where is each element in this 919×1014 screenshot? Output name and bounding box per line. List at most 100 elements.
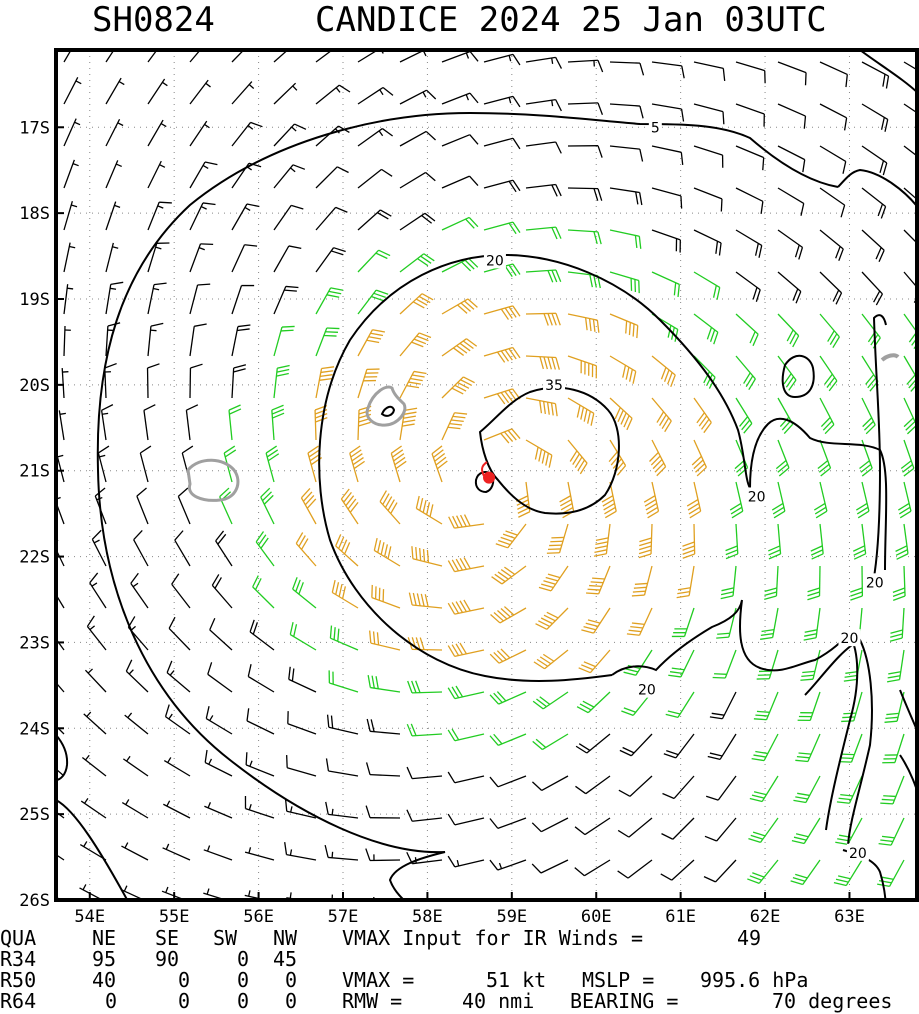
isotach-label: 20 bbox=[638, 683, 656, 699]
wind-barb bbox=[777, 145, 806, 173]
wind-barb bbox=[735, 145, 765, 171]
wind-barb bbox=[407, 637, 443, 651]
wind-barb bbox=[315, 50, 341, 63]
r34-row: R34 95 90 0 45 bbox=[0, 949, 919, 970]
wind-barb bbox=[525, 183, 562, 197]
wind-barb bbox=[671, 607, 695, 638]
wind-barb bbox=[315, 327, 340, 357]
wind-barb bbox=[189, 243, 214, 273]
wind-barb bbox=[357, 289, 389, 315]
wind-barb bbox=[189, 120, 210, 147]
wind-barb bbox=[273, 285, 299, 315]
wind-barb bbox=[325, 758, 359, 777]
wind-barb bbox=[525, 439, 553, 468]
wind-barb bbox=[211, 574, 233, 609]
wind-barb bbox=[223, 445, 237, 483]
vmax-value: 51 kt bbox=[486, 968, 547, 992]
wind-barb bbox=[63, 201, 78, 231]
wind-barb bbox=[357, 368, 380, 399]
wind-barb bbox=[441, 92, 479, 105]
wind-barb bbox=[662, 775, 695, 800]
y-tick-label: 17S bbox=[19, 118, 50, 138]
wind-barb bbox=[777, 397, 794, 434]
r50-nw: 0 bbox=[285, 968, 298, 992]
sw-header: SW bbox=[213, 926, 238, 950]
wind-barb bbox=[903, 229, 917, 260]
wind-barb bbox=[797, 691, 821, 722]
wind-barb bbox=[850, 565, 864, 601]
wind-barb bbox=[532, 733, 569, 751]
wind-barb bbox=[882, 733, 905, 764]
wind-barb bbox=[56, 768, 65, 777]
wind-barb bbox=[147, 119, 167, 147]
wind-barb bbox=[836, 775, 863, 804]
y-tick-label: 26S bbox=[19, 891, 50, 911]
wind-barb bbox=[369, 630, 401, 651]
wind-barb bbox=[447, 813, 485, 826]
wind-barb bbox=[124, 712, 149, 735]
se-header: SE bbox=[155, 926, 180, 950]
wind-barb bbox=[861, 271, 883, 306]
wind-barb bbox=[58, 410, 66, 441]
wind-barb bbox=[441, 134, 479, 147]
wind-barb bbox=[273, 204, 304, 231]
rmw-value: 40 nmi bbox=[462, 989, 535, 1013]
wind-barb bbox=[575, 733, 611, 754]
wind-barb bbox=[325, 801, 359, 819]
wind-barb bbox=[790, 902, 820, 926]
wind-barb bbox=[105, 50, 115, 63]
wind-barb bbox=[631, 565, 653, 597]
wind-barb bbox=[390, 445, 407, 483]
wind-barb bbox=[189, 363, 203, 399]
wind-barb bbox=[567, 313, 600, 333]
wind-barb bbox=[81, 754, 107, 777]
wind-barb bbox=[483, 305, 521, 320]
wind-barb bbox=[651, 103, 685, 122]
wind-barb bbox=[406, 723, 443, 737]
wind-barb bbox=[133, 529, 149, 567]
wind-barb bbox=[189, 161, 218, 189]
row-label: R50 bbox=[0, 968, 37, 992]
wind-barb bbox=[483, 346, 521, 363]
wind-barb bbox=[130, 572, 149, 609]
x-tick-label: 58E bbox=[412, 907, 443, 926]
wind-barb bbox=[326, 714, 359, 735]
wind-barb bbox=[100, 404, 114, 441]
storm-center-marker bbox=[483, 471, 496, 484]
wind-barb bbox=[531, 775, 569, 792]
wind-barb bbox=[231, 364, 247, 399]
wind-barb bbox=[315, 287, 344, 315]
wind-barb bbox=[567, 439, 588, 475]
wind-barb bbox=[813, 481, 828, 519]
x-tick-label: 56E bbox=[243, 907, 274, 926]
wind-barb bbox=[105, 77, 125, 105]
wind-barb bbox=[245, 752, 275, 777]
wind-barb bbox=[249, 619, 275, 651]
row-label: R64 bbox=[0, 989, 37, 1013]
wind-barb bbox=[97, 445, 110, 483]
wind-barb bbox=[63, 77, 82, 105]
x-tick-label: 60E bbox=[581, 907, 612, 926]
wind-barb bbox=[215, 530, 233, 567]
wind-barb bbox=[447, 642, 485, 658]
wind-barb bbox=[793, 775, 821, 804]
wind-barb bbox=[166, 660, 191, 693]
wind-barb bbox=[171, 573, 191, 609]
wind-barb bbox=[231, 244, 258, 273]
isotach-label: 20 bbox=[748, 489, 766, 505]
wind-barb bbox=[819, 397, 835, 435]
isotach-label: 20 bbox=[849, 846, 867, 862]
gray-contour-island bbox=[365, 385, 407, 427]
wind-barb bbox=[609, 313, 639, 339]
isotach-label-bg bbox=[648, 118, 662, 136]
wind-barb bbox=[833, 859, 863, 887]
wind-barb bbox=[852, 523, 867, 560]
wind-barb bbox=[63, 118, 81, 147]
wind-barb bbox=[105, 281, 124, 315]
wind-barb bbox=[693, 103, 725, 125]
wind-barb bbox=[164, 704, 191, 735]
wind-barb bbox=[340, 488, 359, 525]
wind-barb bbox=[790, 859, 821, 886]
wind-barb bbox=[357, 209, 392, 231]
wind-barb bbox=[609, 187, 643, 206]
